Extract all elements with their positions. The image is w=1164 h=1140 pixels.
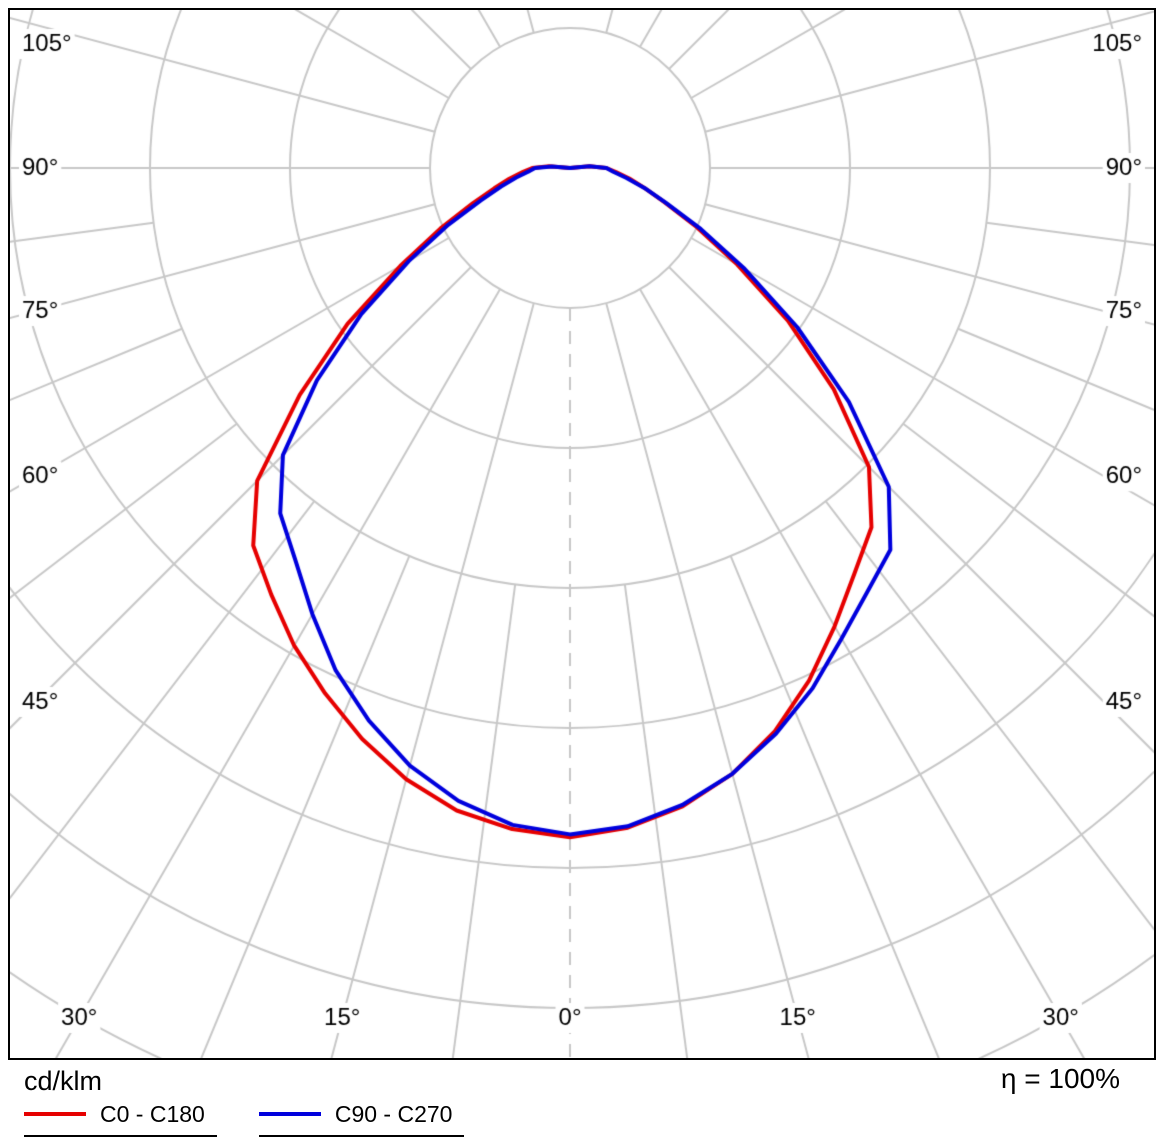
legend: C0 - C180 C90 - C270: [24, 1101, 465, 1137]
polar-chart-frame: [8, 8, 1156, 1060]
c90-c270-line-swatch: [258, 1112, 321, 1116]
efficiency-value: η = 100%: [1000, 1063, 1120, 1094]
legend-item-c90-c270: C90 - C270: [258, 1101, 465, 1137]
unit-label: cd/klm: [24, 1066, 103, 1096]
polar-chart-canvas: [10, 10, 1154, 1058]
c0-c180-line-swatch: [24, 1112, 86, 1116]
legend-item-c0-c180: C0 - C180: [24, 1102, 217, 1137]
c0-c180-label: C0 - C180: [100, 1101, 205, 1127]
c90-c270-label: C90 - C270: [334, 1101, 453, 1127]
